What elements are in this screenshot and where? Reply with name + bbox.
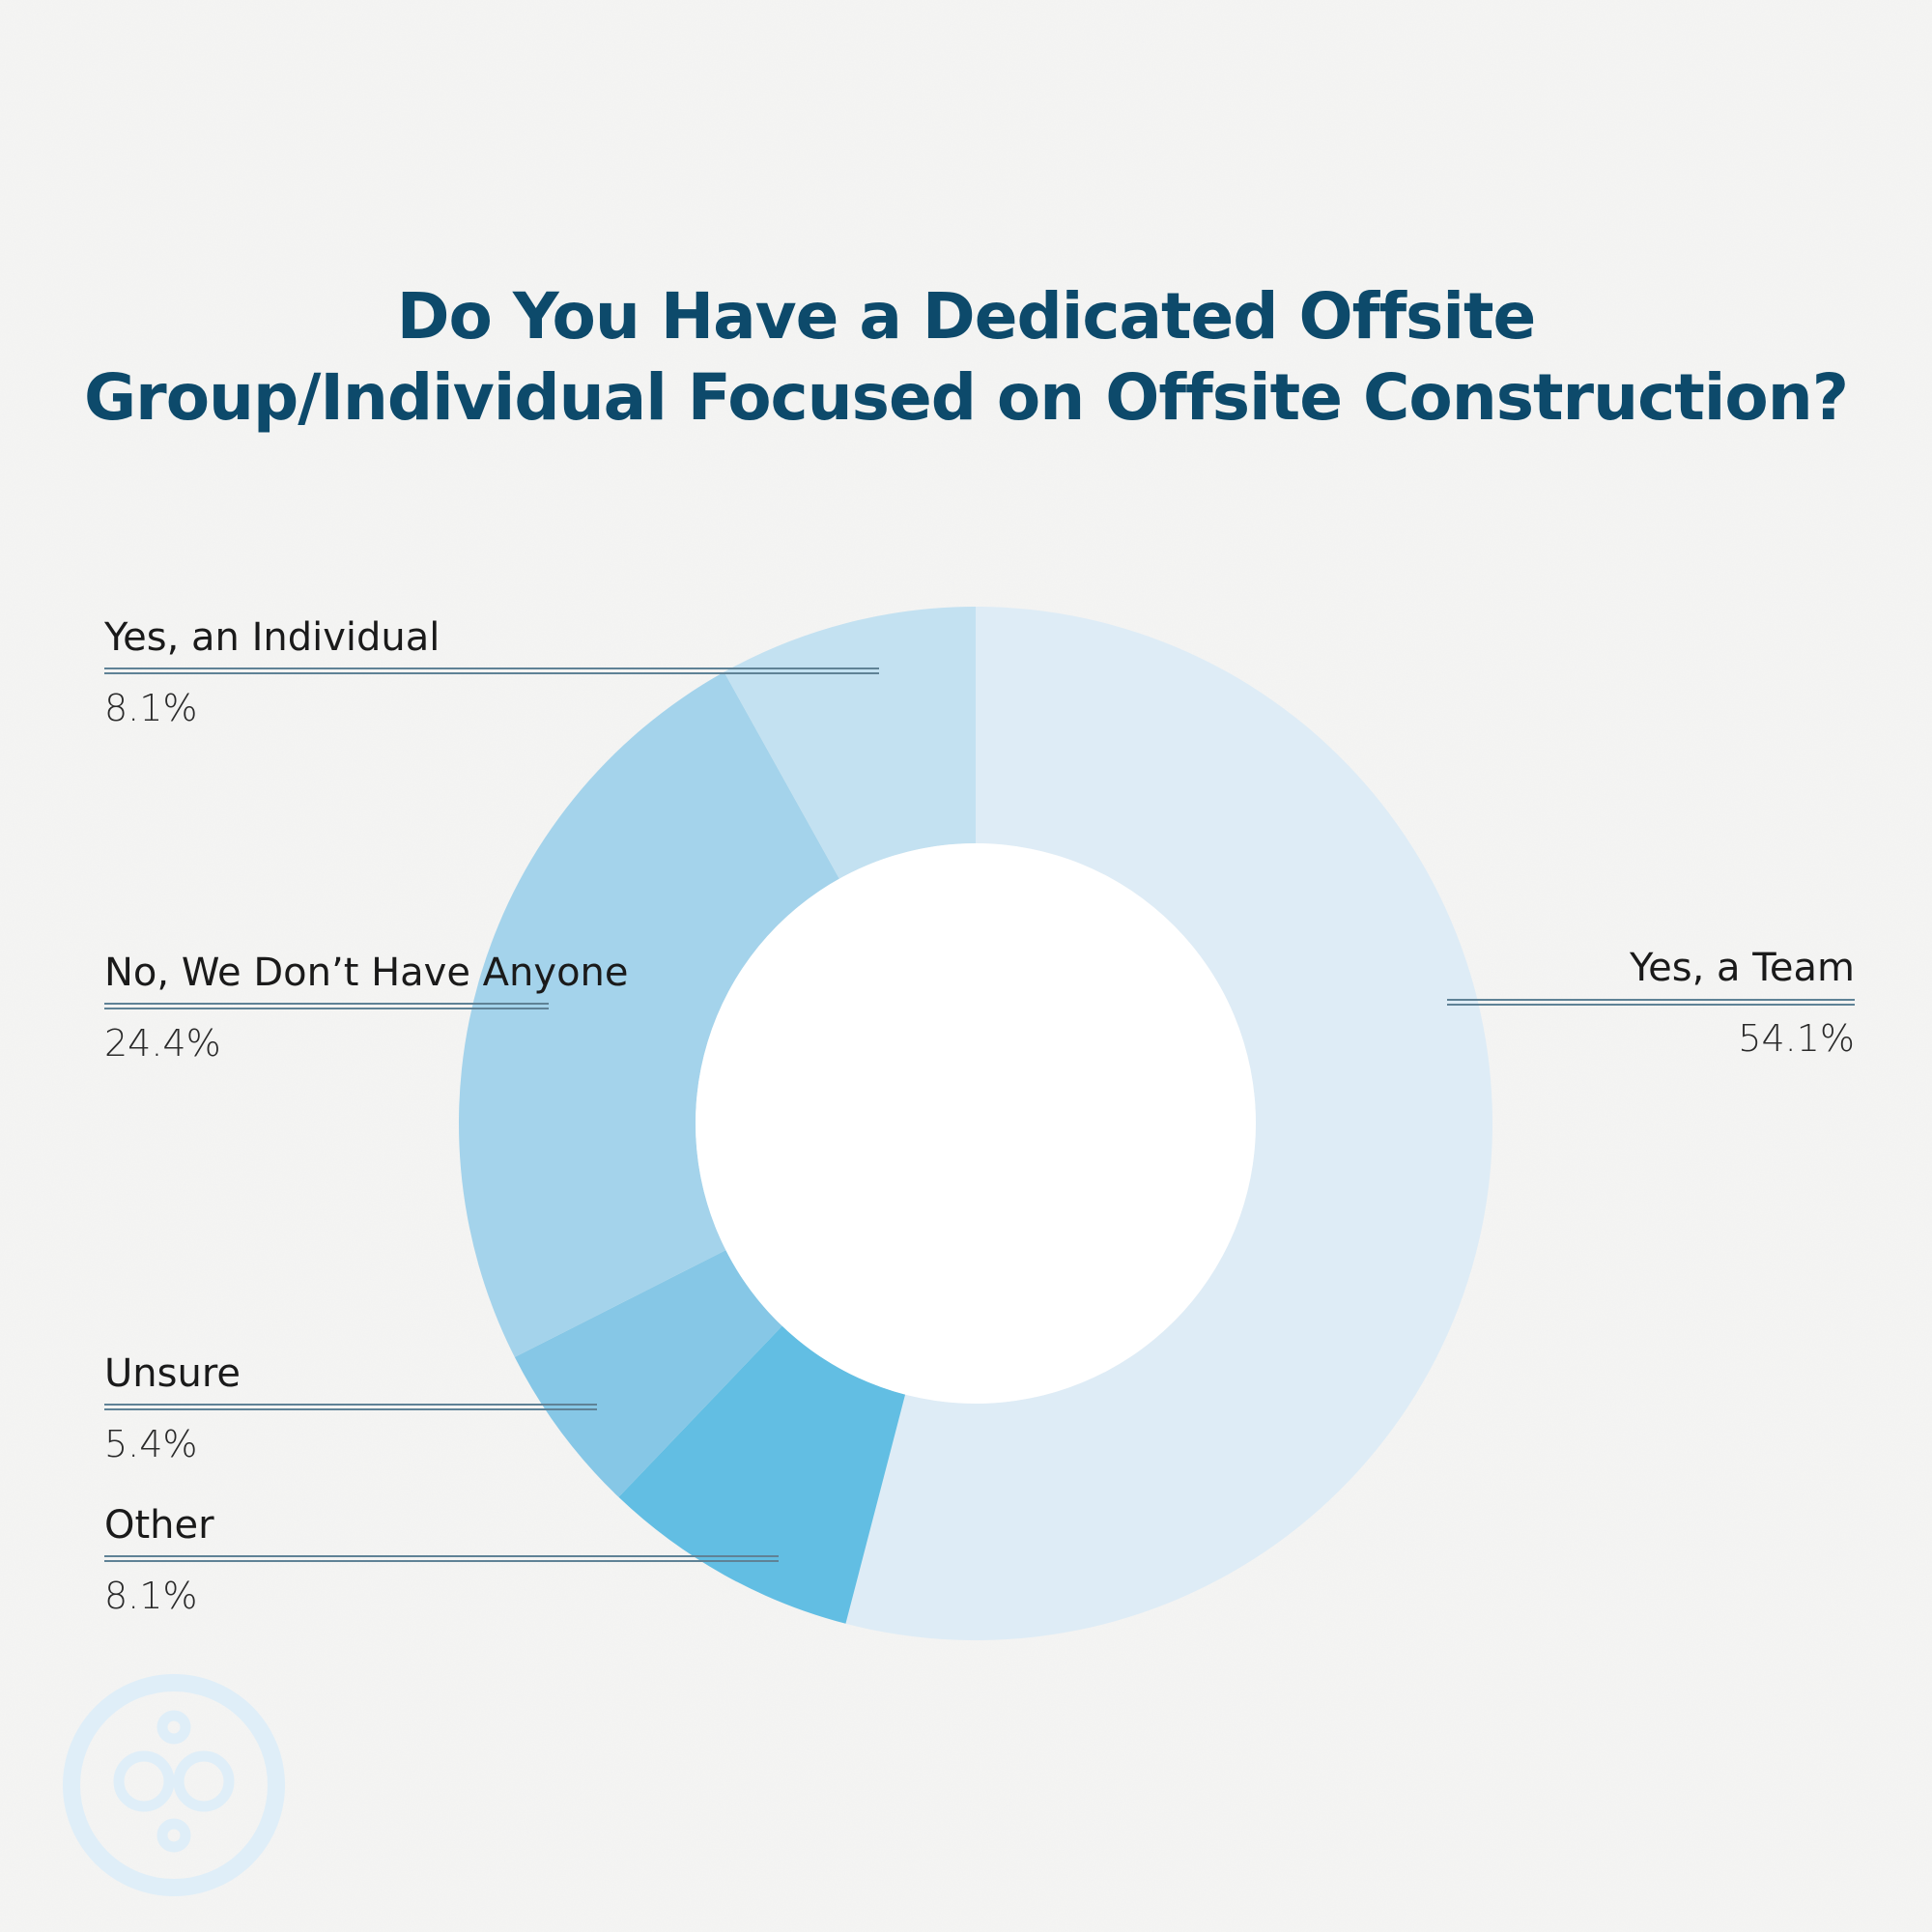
- slice-label-unsure: Unsure: [104, 1351, 241, 1396]
- slice-value-yes-individual: 8.1%: [104, 687, 198, 729]
- slice-value-unsure: 5.4%: [104, 1423, 198, 1465]
- leader-line-unsure: [104, 1404, 597, 1410]
- slice-value-other: 8.1%: [104, 1575, 198, 1617]
- slice-label-no-one: No, We Don’t Have Anyone: [104, 951, 629, 995]
- slice-value-no-one: 24.4%: [104, 1022, 221, 1065]
- slice-yes-team: [845, 607, 1493, 1641]
- slice-label-yes-team: Yes, a Team: [1630, 946, 1855, 990]
- leader-line-yes-team: [1447, 999, 1855, 1006]
- slice-no-one: [459, 671, 839, 1357]
- slice-yes-individual: [724, 607, 976, 879]
- slice-label-other: Other: [104, 1503, 214, 1548]
- leader-line-no-one: [104, 1003, 549, 1009]
- chart-title-line-2: Group/Individual Focused on Offsite Cons…: [83, 360, 1849, 435]
- slice-value-yes-team: 54.1%: [1738, 1017, 1855, 1060]
- circles-logo-icon: [63, 1674, 285, 1896]
- slice-other: [618, 1325, 906, 1624]
- slice-unsure: [514, 1250, 782, 1497]
- chart-title-line-1: Do You Have a Dedicated Offsite: [396, 279, 1537, 354]
- leader-line-other: [104, 1555, 779, 1562]
- slice-label-yes-individual: Yes, an Individual: [104, 615, 440, 660]
- donut-hole: [696, 843, 1256, 1404]
- leader-line-yes-individual: [104, 668, 879, 674]
